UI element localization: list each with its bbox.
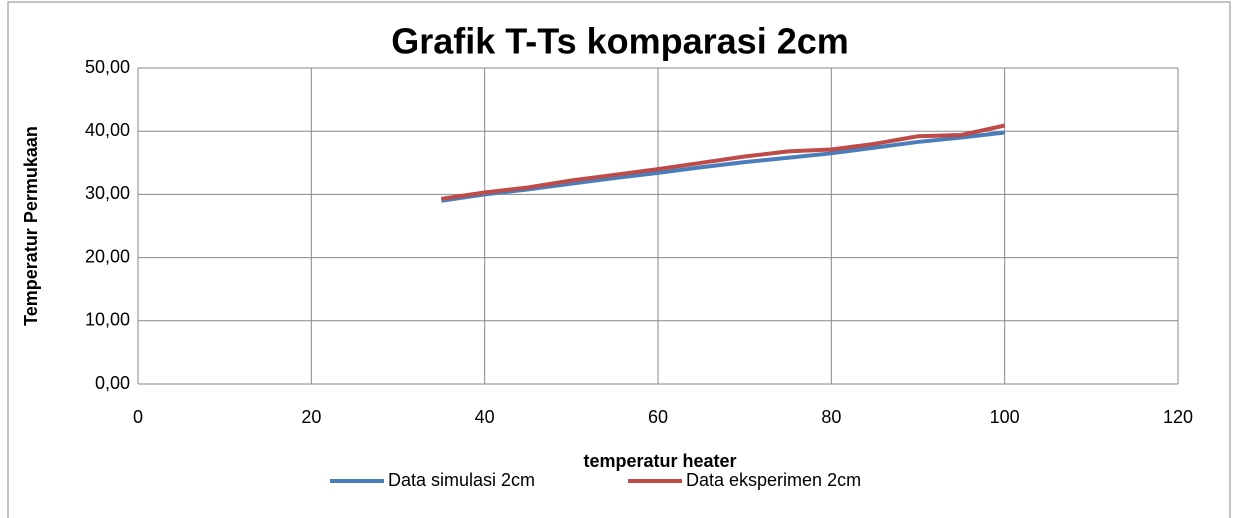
x-tick-label: 40 xyxy=(475,407,495,427)
y-tick-label: 0,00 xyxy=(95,373,130,393)
chart-title: Grafik T-Ts komparasi 2cm xyxy=(391,21,849,62)
y-tick-label: 30,00 xyxy=(85,183,130,203)
legend-label: Data simulasi 2cm xyxy=(388,470,535,490)
y-tick-label: 10,00 xyxy=(85,310,130,330)
x-tick-label: 120 xyxy=(1163,407,1193,427)
y-tick-label: 20,00 xyxy=(85,246,130,266)
data-line xyxy=(441,130,1005,203)
x-tick-label: 80 xyxy=(821,407,841,427)
x-tick-label: 0 xyxy=(133,407,143,427)
x-tick-label: 20 xyxy=(301,407,321,427)
x-tick-label: 100 xyxy=(990,407,1020,427)
x-axis-title: temperatur heater xyxy=(583,451,736,471)
chart-border xyxy=(7,1,1231,518)
y-tick-label: 40,00 xyxy=(85,120,130,140)
legend-label: Data eksperimen 2cm xyxy=(686,470,861,490)
y-tick-label: 50,00 xyxy=(85,57,130,77)
x-tick-label: 60 xyxy=(648,407,668,427)
data-line xyxy=(441,123,1006,201)
y-axis-title: Temperatur Permukaan xyxy=(21,126,41,326)
